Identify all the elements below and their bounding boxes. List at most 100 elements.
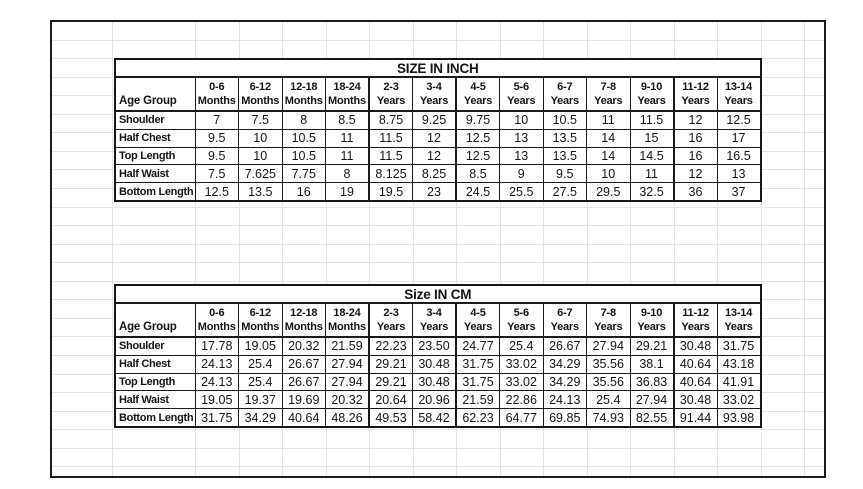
size-cell: 12.5 [455,128,500,148]
size-cell: 13.5 [542,146,587,166]
size-cell: 16.5 [716,146,762,166]
column-header: 6-7 Years [542,76,587,112]
size-cell: 20.64 [368,390,413,410]
size-cell: 30.48 [412,372,457,392]
size-cell: 15 [629,128,675,148]
column-header: 12-18 Months [281,302,326,338]
column-header: 11-12 Years [673,302,718,338]
column-header: 18-24 Months [325,76,370,112]
table-row: Bottom Length 31.75 34.29 40.64 48.26 49.53 58… [114,408,762,428]
size-cell: 20.96 [412,390,457,410]
table-title: SIZE IN INCH [114,58,762,78]
column-header: 3-4 Years [412,302,457,338]
size-cell: 24.5 [455,182,500,202]
size-cell: 9.75 [455,110,500,130]
table-row: Bottom Length 12.5 13.5 16 19 19.5 23 24.5 25.5 2… [114,182,762,202]
column-header: 18-24 Months [325,302,370,338]
size-cell: 11 [586,110,631,130]
size-cell: 12 [412,146,457,166]
size-cell: 64.77 [499,408,544,428]
size-cell: 8.25 [412,164,457,184]
size-cell: 31.75 [194,408,239,428]
column-header: 0-6 Months [194,302,239,338]
age-unit: Months [328,95,366,107]
size-cell: 27.94 [586,336,631,356]
size-cell: 8.125 [368,164,413,184]
age-unit: Years [724,95,753,107]
age-unit: Years [419,321,449,333]
size-cell: 9 [499,164,544,184]
age-unit: Years [550,95,580,107]
size-cell: 62.23 [455,408,500,428]
age-range: 18-24 [333,307,361,319]
size-cell: 22.23 [368,336,413,356]
size-cell: 36.83 [629,372,675,392]
column-header: 5-6 Years [499,76,544,112]
size-cell: 30.48 [673,336,718,356]
size-cell: 34.29 [542,372,587,392]
outer-frame: SIZE IN INCH Age Group 0-6 Months 6-12 Months… [50,20,826,478]
row-label: Top Length [114,146,196,166]
age-range: 6-7 [557,307,573,319]
age-unit: Years [594,321,623,333]
size-cell: 27.94 [629,390,675,410]
size-cell: 25.4 [499,336,544,356]
size-cell: 24.13 [194,372,239,392]
size-cell: 25.4 [238,354,283,374]
column-header: 0-6 Months [194,76,239,112]
age-range: 3-4 [426,307,442,319]
size-cell: 24.13 [542,390,587,410]
age-range: 6-12 [249,81,271,93]
size-cell: 11.5 [368,128,413,148]
size-cell: 25.4 [586,390,631,410]
age-range: 3-4 [426,81,442,93]
column-header: 2-3 Years [368,302,413,338]
column-header: 5-6 Years [499,302,544,338]
age-range: 13-14 [724,307,753,319]
size-cell: 26.67 [281,354,326,374]
size-cell: 29.21 [368,372,413,392]
row-label: Top Length [114,372,196,392]
size-cell: 13 [716,164,762,184]
age-unit: Years [681,321,710,333]
size-cell: 33.02 [499,372,544,392]
size-cell: 7.75 [281,164,326,184]
size-cell: 12.5 [716,110,762,130]
age-unit: Years [376,95,406,107]
size-cell: 7 [194,110,239,130]
size-cell: 10.5 [281,128,326,148]
age-range: 0-6 [209,81,225,93]
size-cell: 12.5 [455,146,500,166]
row-label: Shoulder [114,110,196,130]
column-header: 13-14 Years [716,76,762,112]
age-unit: Years [463,321,493,333]
size-cell: 14 [586,128,631,148]
size-cell: 8.5 [455,164,500,184]
age-group-corner-label: Age Group [114,302,196,338]
size-cell: 13 [499,146,544,166]
size-cell: 24.77 [455,336,500,356]
column-header: 11-12 Years [673,76,718,112]
size-cell: 29.5 [586,182,631,202]
size-cell: 7.625 [238,164,283,184]
age-unit: Months [197,321,236,333]
size-cell: 12 [412,128,457,148]
size-cell: 38.1 [629,354,675,374]
age-range: 6-12 [249,307,271,319]
size-cell: 11.5 [629,110,675,130]
size-cell: 30.48 [673,390,718,410]
size-cell: 10 [499,110,544,130]
size-cell: 9.5 [194,146,239,166]
size-cell: 37 [716,182,762,202]
size-cell: 20.32 [281,336,326,356]
size-cell: 43.18 [716,354,762,374]
size-cell: 40.64 [281,408,326,428]
age-range: 2-3 [383,307,399,319]
age-range: 2-3 [383,81,399,93]
size-cell: 17.78 [194,336,239,356]
age-range: 5-6 [513,81,530,93]
size-cell: 14.5 [629,146,675,166]
table-row: Half Chest 24.13 25.4 26.67 27.94 29.21 30.48 3… [114,354,762,374]
size-cell: 11 [629,164,675,184]
age-unit: Years [637,321,666,333]
